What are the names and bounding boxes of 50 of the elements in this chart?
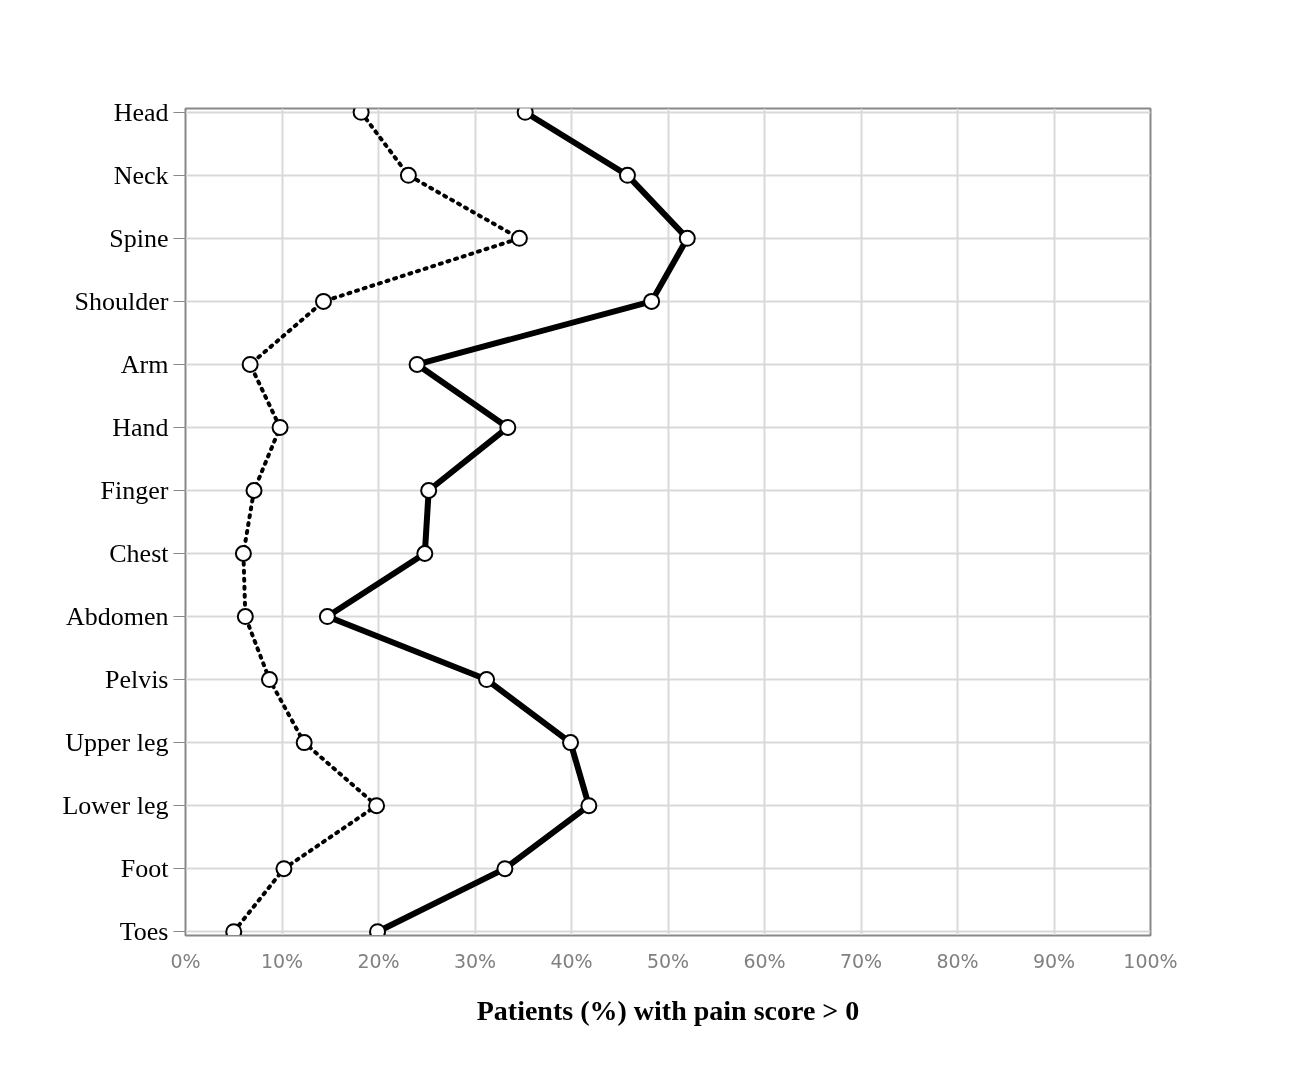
y-tick-label: Hand — [112, 412, 169, 442]
point — [234, 545, 252, 562]
y-tick-label: Finger — [100, 475, 169, 505]
point — [510, 229, 528, 247]
y-tick-label: Chest — [109, 539, 170, 569]
x-tick-label: 10% — [260, 949, 304, 972]
x-axis-title: Patients (%) with pain score > 0 — [476, 994, 860, 1026]
point — [562, 734, 580, 752]
point — [499, 418, 517, 436]
x-tick-label: 30% — [453, 949, 497, 972]
point — [241, 355, 259, 373]
y-tick-label: Upper leg — [65, 728, 169, 758]
point — [314, 292, 332, 310]
y-tick-label: Shoulder — [74, 286, 169, 316]
y-tick-label: Pelvis — [104, 665, 169, 695]
y-tick-label: Abdomen — [65, 602, 169, 632]
point — [618, 166, 636, 184]
y-tick-label: Neck — [113, 160, 169, 190]
x-tick-label: 40% — [550, 949, 593, 972]
y-tick-label: Toes — [119, 917, 169, 947]
point — [275, 860, 293, 878]
point — [271, 418, 289, 436]
point — [260, 671, 278, 689]
y-tick-label: Head — [113, 97, 169, 127]
point — [478, 671, 496, 689]
x-tick-label: 60% — [743, 949, 786, 972]
x-tick-label: 100% — [1123, 949, 1178, 972]
point — [408, 355, 426, 373]
point — [245, 482, 263, 499]
y-tick-label: Arm — [120, 349, 169, 379]
y-tick-label: Spine — [109, 223, 169, 253]
point — [416, 545, 434, 562]
x-tick-label: 90% — [1032, 949, 1076, 972]
point — [318, 608, 336, 626]
x-tick-label: 0% — [170, 949, 201, 972]
point — [295, 734, 313, 752]
point — [678, 229, 696, 247]
point — [399, 166, 417, 184]
x-tick-label: 70% — [839, 949, 883, 972]
point — [368, 797, 386, 815]
point — [643, 292, 661, 310]
x-tick-label: 50% — [646, 949, 690, 972]
point — [580, 797, 598, 815]
point — [496, 860, 514, 878]
x-tick-label: 80% — [936, 949, 979, 972]
point — [236, 608, 254, 626]
y-tick-label: Foot — [120, 854, 170, 884]
y-tick-label: Lower leg — [62, 791, 169, 821]
x-tick-label: 20% — [357, 949, 400, 972]
point — [420, 482, 438, 499]
